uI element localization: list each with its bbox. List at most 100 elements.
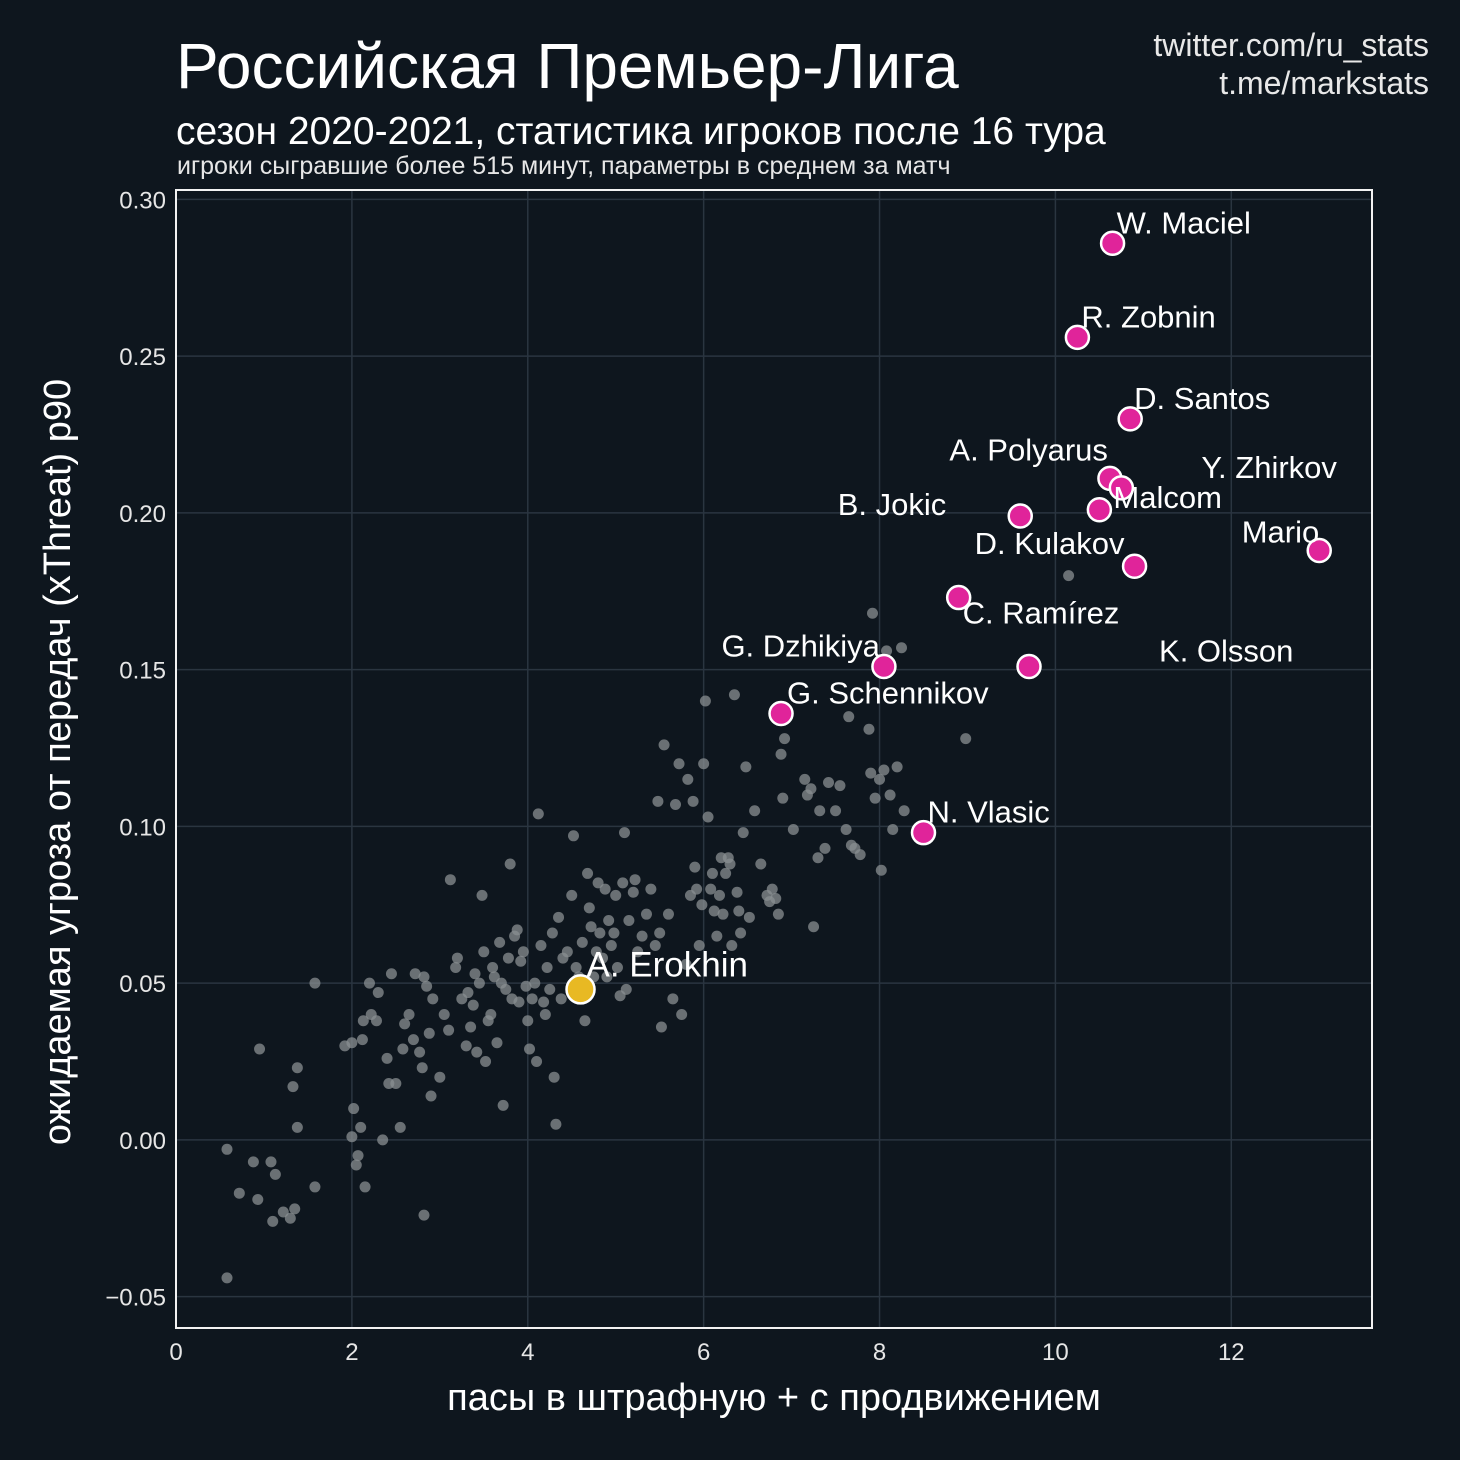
player-point <box>513 996 525 1008</box>
player-point <box>363 977 375 989</box>
player-point <box>309 977 321 989</box>
player-point <box>522 1015 534 1027</box>
player-point <box>658 739 670 751</box>
player-point <box>371 1015 383 1027</box>
player-point <box>881 645 893 657</box>
player-point <box>576 936 588 948</box>
player-point <box>399 1018 411 1030</box>
highlighted-player-point <box>1086 497 1113 523</box>
chart-title: Российская Премьер-Лига <box>176 30 959 102</box>
player-point <box>582 867 594 879</box>
player-point <box>462 987 474 999</box>
player-point <box>423 1027 435 1039</box>
player-point <box>693 940 705 952</box>
player-point <box>691 883 703 895</box>
player-point <box>381 1052 393 1064</box>
player-point <box>667 993 679 1005</box>
player-point <box>627 886 639 898</box>
plot-frame <box>175 189 1373 1329</box>
player-point <box>443 1024 455 1036</box>
player-name-label: K. Olsson <box>1159 634 1293 669</box>
grid-lines <box>175 190 1372 1328</box>
player-point <box>585 921 597 933</box>
y-tick-label: 0.30 <box>119 187 166 214</box>
x-axis-ticks: 0 2 4 6 8 10 12 <box>169 1339 1244 1366</box>
player-point <box>629 874 641 886</box>
player-name-label: C. Ramírez <box>963 596 1120 631</box>
player-point <box>891 761 903 773</box>
player-point <box>267 1215 279 1227</box>
player-point <box>687 795 699 807</box>
player-point <box>494 936 506 948</box>
player-point <box>277 1206 289 1218</box>
player-point <box>418 971 430 983</box>
player-point <box>524 1043 536 1055</box>
player-point <box>823 777 835 789</box>
player-point <box>221 1143 233 1155</box>
player-point <box>819 842 831 854</box>
player-point <box>465 1021 477 1033</box>
player-name-label: W. Maciel <box>1117 205 1251 240</box>
player-point <box>469 968 481 980</box>
player-point <box>535 940 547 952</box>
player-point <box>538 996 550 1008</box>
player-point <box>805 783 817 795</box>
y-axis-label: ожидаемая угроза от передач (xThreat) p9… <box>37 379 79 1145</box>
player-point <box>779 733 791 745</box>
player-point <box>884 789 896 801</box>
player-point <box>699 695 711 707</box>
player-point <box>269 1168 281 1180</box>
player-name-label: G. Schennikov <box>787 676 989 711</box>
player-point <box>397 1043 409 1055</box>
player-point <box>287 1081 299 1093</box>
player-point <box>254 1043 266 1055</box>
player-point <box>427 993 439 1005</box>
credits: twitter.com/ru_stats t.me/markstats <box>1153 26 1429 102</box>
highlighted-player-point <box>871 653 897 680</box>
player-point <box>620 983 632 995</box>
player-point <box>869 792 881 804</box>
player-point <box>898 805 910 817</box>
player-name-label: Malcom <box>1113 480 1222 515</box>
player-name-label: N. Vlasic <box>928 795 1050 830</box>
player-point <box>799 773 811 785</box>
player-point <box>352 1150 364 1162</box>
player-point <box>706 867 718 879</box>
player-point <box>511 924 523 936</box>
player-point <box>711 930 723 942</box>
player-point <box>425 1090 437 1102</box>
x-tick-label: 12 <box>1218 1339 1245 1366</box>
credit-telegram-link[interactable]: t.me/markstats <box>1219 65 1429 101</box>
credit-twitter-link[interactable]: twitter.com/ru_stats <box>1153 27 1429 63</box>
player-point <box>471 1046 483 1058</box>
player-point <box>597 952 609 964</box>
focus-player-point <box>565 974 596 1005</box>
x-tick-label: 0 <box>169 1339 182 1366</box>
player-point <box>608 927 620 939</box>
player-point <box>777 792 789 804</box>
player-point <box>766 883 778 895</box>
player-point <box>594 927 606 939</box>
player-point <box>579 1015 591 1027</box>
player-point <box>497 1099 509 1111</box>
player-point <box>515 955 527 967</box>
player-point <box>787 824 799 836</box>
player-name-label: B. Jokic <box>838 487 947 522</box>
player-point <box>390 1077 402 1089</box>
player-point <box>403 1009 415 1021</box>
y-tick-label: 0.05 <box>119 971 166 998</box>
player-point <box>566 889 578 901</box>
player-point <box>531 1056 543 1068</box>
player-point <box>887 824 899 836</box>
x-tick-label: 10 <box>1042 1339 1069 1366</box>
player-point <box>770 893 782 905</box>
player-point <box>874 773 886 785</box>
player-point <box>385 968 397 980</box>
player-point <box>460 1040 472 1052</box>
player-point <box>409 968 421 980</box>
player-point <box>291 1121 303 1133</box>
player-point <box>840 824 852 836</box>
player-point <box>743 911 755 923</box>
player-point <box>717 908 729 920</box>
